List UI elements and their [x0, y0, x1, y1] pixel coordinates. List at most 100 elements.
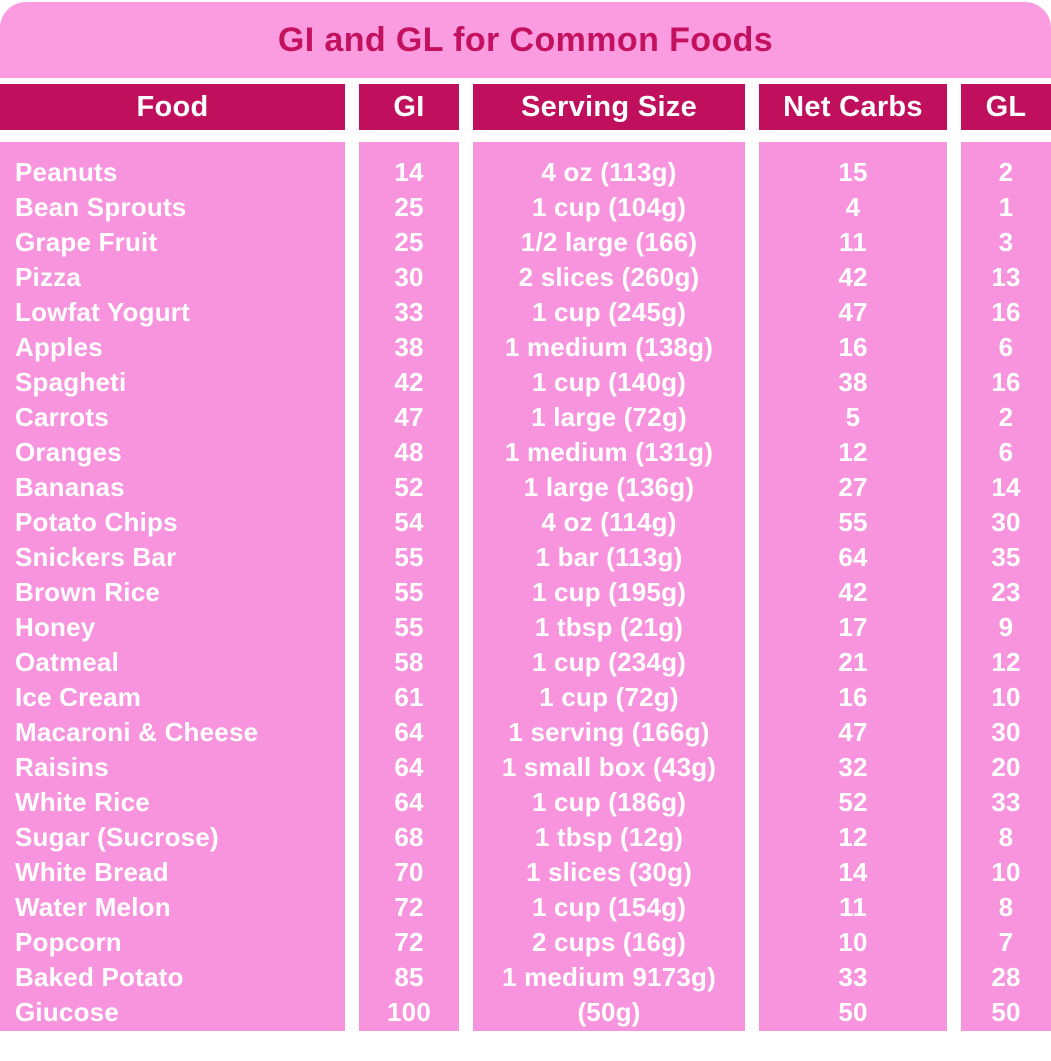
cell-net-carbs: 32	[838, 752, 868, 782]
cell-serving-size: 1 medium 9173g)	[502, 962, 716, 992]
cell-gi: 72	[394, 892, 424, 922]
cell-gl: 8	[998, 822, 1014, 852]
cell-gl: 1	[998, 192, 1014, 222]
cell-serving-size: 1 medium (131g)	[504, 437, 714, 467]
cell-net-carbs: 11	[839, 227, 867, 257]
cell-gl: 10	[991, 857, 1021, 887]
cell-gi: 64	[394, 787, 424, 817]
cell-food: Potato Chips	[15, 507, 178, 537]
cell-food: Brown Rice	[15, 577, 161, 607]
cell-gi: 38	[394, 332, 424, 362]
cell-net-carbs: 4	[845, 192, 861, 222]
cell-net-carbs: 12	[838, 437, 868, 467]
cell-serving-size: 1 cup (186g)	[531, 787, 687, 817]
cell-serving-size: 1 cup (104g)	[531, 192, 687, 222]
cell-gl: 50	[991, 997, 1021, 1027]
cell-gi: 72	[394, 927, 424, 957]
cell-serving-size: 2 cups (16g)	[531, 927, 687, 957]
cell-gl: 10	[991, 682, 1021, 712]
cell-food: Honey	[15, 612, 96, 642]
column-food: Peanuts Bean Sprouts Grape Fruit Pizza Lowfa…	[0, 142, 345, 1031]
cell-net-carbs: 55	[838, 507, 868, 537]
cell-food: Peanuts	[15, 157, 118, 187]
cell-gi: 47	[394, 402, 424, 432]
cell-serving-size: 1 cup (154g)	[531, 892, 687, 922]
cell-gl: 8	[998, 892, 1014, 922]
cell-food: Spagheti	[15, 367, 127, 397]
cell-gi: 64	[394, 717, 424, 747]
cell-food: Grape Fruit	[15, 227, 158, 257]
cell-gi: 30	[394, 262, 424, 292]
cell-gi: 64	[394, 752, 424, 782]
cell-food: Sugar (Sucrose)	[15, 822, 219, 852]
cell-gi: 48	[394, 437, 424, 467]
cell-net-carbs: 50	[838, 997, 868, 1027]
cell-gi: 25	[394, 227, 424, 257]
cell-net-carbs: 15	[838, 157, 868, 187]
cell-gl: 23	[991, 577, 1021, 607]
title-bar: GI and GL for Common Foods	[0, 2, 1051, 78]
cell-gi: 58	[394, 647, 424, 677]
cell-gl: 2	[998, 157, 1014, 187]
cell-net-carbs: 42	[838, 577, 868, 607]
cell-gi: 85	[394, 962, 424, 992]
page-title: GI and GL for Common Foods	[277, 20, 774, 59]
cell-net-carbs: 17	[838, 612, 868, 642]
cell-serving-size: 4 oz (114g)	[541, 507, 677, 537]
cell-serving-size: 1 serving (166g)	[508, 717, 710, 747]
cell-gl: 30	[991, 507, 1021, 537]
cell-serving-size: 1 medium (138g)	[504, 332, 714, 362]
cell-gi: 42	[394, 367, 424, 397]
cell-gi: 55	[394, 612, 424, 642]
table-body: Peanuts Bean Sprouts Grape Fruit Pizza Lowfa…	[0, 142, 1051, 1031]
cell-gl: 14	[991, 472, 1021, 502]
cell-gi: 61	[394, 682, 424, 712]
cell-food: Carrots	[15, 402, 109, 432]
cell-net-carbs: 16	[838, 682, 868, 712]
cell-gl: 6	[998, 332, 1014, 362]
cell-food: Popcorn	[15, 927, 122, 957]
column-header-net-carbs: Net Carbs	[759, 84, 947, 130]
column-gi: 14 25 25 30 33 38 42 47 48 52 54 55 55 55 58 61 64 64 64 68…	[359, 142, 459, 1031]
column-gl: 2 1 3 13 16 6 16 2 6 14 30 35 23 9 12 10 30 20 33 8 10 8 7 28 50	[961, 142, 1051, 1031]
cell-gi: 14	[394, 157, 424, 187]
cell-gi: 52	[394, 472, 424, 502]
cell-food: Apples	[15, 332, 103, 362]
cell-net-carbs: 64	[838, 542, 868, 572]
cell-gl: 13	[991, 262, 1021, 292]
cell-net-carbs: 42	[838, 262, 868, 292]
cell-net-carbs: 16	[838, 332, 868, 362]
cell-gl: 20	[991, 752, 1021, 782]
cell-serving-size: 1 cup (234g)	[531, 647, 687, 677]
cell-food: Oranges	[15, 437, 122, 467]
cell-food: Raisins	[15, 752, 109, 782]
cell-food: Bananas	[15, 472, 125, 502]
cell-serving-size: 1 tbsp (12g)	[534, 822, 684, 852]
cell-net-carbs: 27	[838, 472, 868, 502]
cell-gi: 55	[394, 542, 424, 572]
cell-food: Pizza	[15, 262, 82, 292]
cell-net-carbs: 11	[839, 892, 867, 922]
cell-food: Lowfat Yogurt	[15, 297, 190, 327]
cell-gi: 54	[394, 507, 424, 537]
cell-serving-size: 4 oz (113g)	[541, 157, 677, 187]
cell-serving-size: 1 slices (30g)	[525, 857, 693, 887]
column-header-food: Food	[0, 84, 345, 130]
cell-food: Bean Sprouts	[15, 192, 187, 222]
cell-food: Ice Cream	[15, 682, 142, 712]
cell-serving-size: 1/2 large (166)	[520, 227, 698, 257]
cell-serving-size: 1 large (72g)	[531, 402, 687, 432]
cell-serving-size: 1 bar (113g)	[535, 542, 683, 572]
cell-serving-size: 1 cup (72g)	[539, 682, 679, 712]
cell-net-carbs: 52	[838, 787, 868, 817]
cell-gl: 28	[991, 962, 1021, 992]
cell-gl: 3	[998, 227, 1014, 257]
cell-net-carbs: 47	[838, 297, 868, 327]
cell-food: Oatmeal	[15, 647, 120, 677]
column-net-carbs: 15 4 11 42 47 16 38 5 12 27 55 64 42 17 21 16 47 32 52 12 14…	[759, 142, 947, 1031]
cell-serving-size: 1 cup (195g)	[531, 577, 687, 607]
cell-gl: 6	[998, 437, 1014, 467]
table-header-row: Food GI Serving Size Net Carbs GL	[0, 84, 1051, 130]
cell-serving-size: (50g)	[577, 997, 641, 1027]
cell-gi: 68	[394, 822, 424, 852]
